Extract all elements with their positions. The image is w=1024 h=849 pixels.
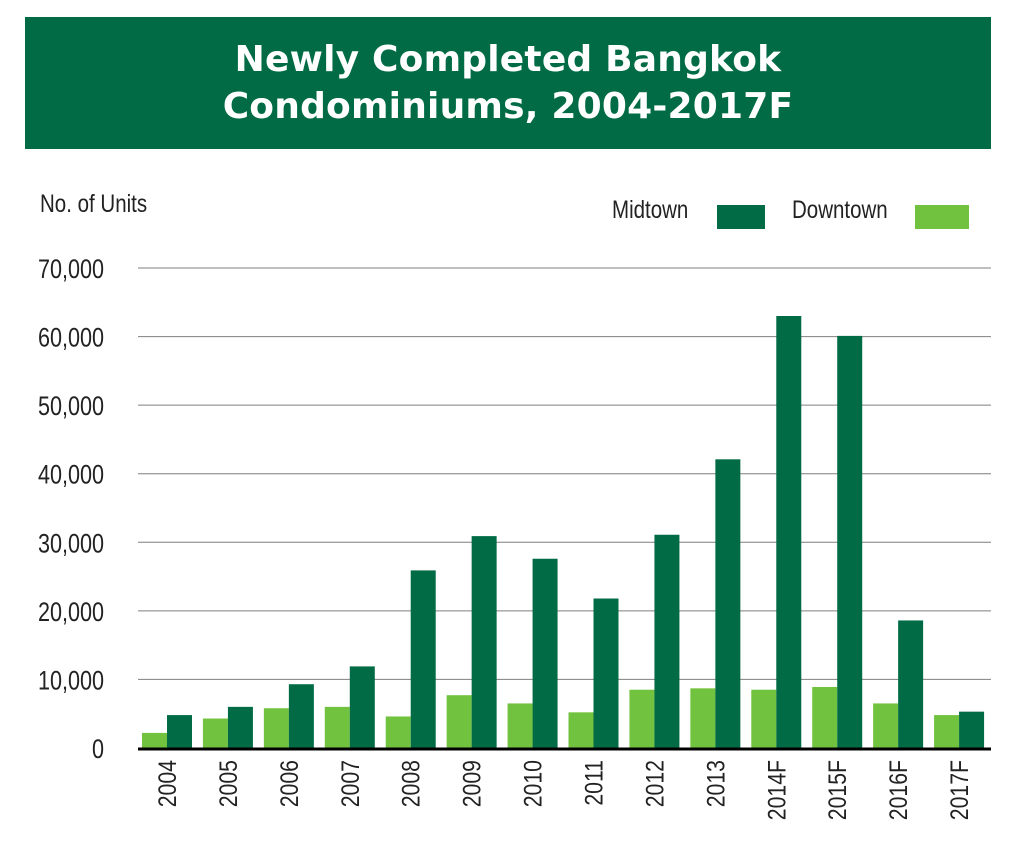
x-tick-label: 2017F [945,760,973,820]
bar-downtown [873,703,899,748]
chart-title-line-2: Condominiums, 2004-2017F [222,86,794,127]
y-tick-label: 60,000 [38,323,104,353]
bar-downtown [507,703,533,748]
bar-downtown [202,718,228,748]
bar-midtown [410,570,436,748]
bar-midtown [288,684,314,748]
y-tick-label: 10,000 [38,666,104,696]
x-tick-label: 2013 [702,760,730,807]
x-tick-label: 2015F [824,760,852,820]
bar-midtown [959,711,985,748]
x-tick-label: 2006 [275,760,303,807]
bar-downtown [568,712,594,748]
bar-downtown [812,686,838,748]
x-tick-label: 2005 [214,760,242,807]
y-tick-label: 30,000 [38,529,104,559]
y-tick-label: 50,000 [38,392,104,422]
x-axis-ticks: 2004 2005 2006 2007 2008 2009 2010 2011 2012 2013… [153,760,973,820]
bar-midtown [593,598,619,748]
bar-downtown [629,689,655,748]
legend-swatch-midtown [717,205,765,229]
bar-midtown [837,335,863,748]
bar-downtown [142,732,167,748]
bar-downtown [690,688,716,748]
legend: Midtown Downtown [612,196,982,236]
bar-downtown [385,716,411,748]
bar-midtown [167,715,192,748]
x-tick-label: 2008 [397,760,425,807]
x-tick-label: 2014F [763,760,791,820]
x-tick-label: 2011 [580,760,608,806]
bar-downtown [324,706,350,748]
x-tick-label: 2007 [336,760,364,807]
bar-downtown [263,708,289,748]
bar-midtown [227,706,253,748]
bar-downtown [751,689,777,748]
y-tick-label: 70,000 [38,255,104,285]
bars [142,316,985,748]
bar-midtown [715,459,741,748]
y-tick-label: 0 [92,735,104,765]
bar-midtown [898,620,924,748]
y-axis-ticks: 0 10,000 20,000 30,000 40,000 50,000 60,000 70,… [38,255,104,765]
title-banner: Newly Completed Bangkok Condominiums, 20… [25,17,991,149]
chart-title-line-1: Newly Completed Bangkok [234,39,782,80]
bar-midtown [471,536,497,748]
bar-midtown [654,534,680,748]
x-tick-label: 2016F [885,760,913,820]
gridlines [138,267,991,680]
x-tick-label: 2012 [641,760,669,807]
bar-midtown [349,666,375,748]
legend-label-downtown: Downtown [792,196,888,224]
bar-downtown [934,715,960,748]
legend-swatch-downtown [915,205,969,229]
bar-downtown [446,695,472,748]
y-tick-label: 40,000 [38,461,104,491]
bar-midtown [776,316,802,748]
y-axis-label: No. of Units [40,190,148,218]
x-tick-label: 2009 [458,760,486,807]
legend-label-midtown: Midtown [612,196,689,224]
x-tick-label: 2010 [519,760,547,807]
y-tick-label: 20,000 [38,598,104,628]
x-tick-label: 2004 [153,760,181,807]
bar-midtown [532,558,558,748]
